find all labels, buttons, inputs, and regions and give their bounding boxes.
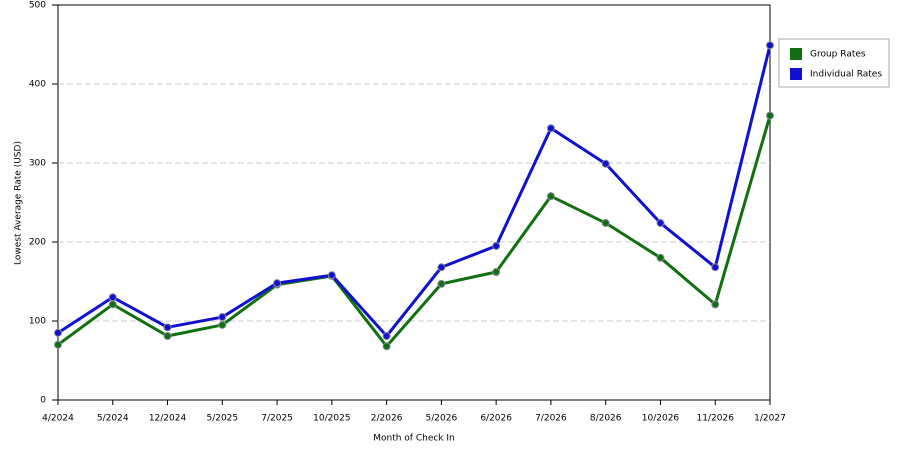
data-point [766, 41, 774, 50]
x-tick-label: 6/2026 [480, 414, 512, 424]
data-point [601, 219, 610, 228]
legend-swatch [790, 68, 802, 80]
data-point [218, 313, 227, 322]
series-line [57, 115, 772, 348]
data-point [656, 219, 665, 228]
y-tick-label: 100 [29, 317, 46, 327]
legend-swatch [790, 48, 802, 60]
data-point [546, 192, 555, 201]
x-tick-label: 10/2026 [642, 414, 680, 424]
x-tick-label: 4/2024 [42, 414, 74, 424]
y-tick-label: 500 [29, 1, 46, 11]
legend-label: Individual Rates [810, 70, 882, 80]
plot-area [57, 4, 771, 401]
data-point [108, 293, 117, 302]
x-axis-label: Month of Check In [373, 434, 455, 444]
data-point [327, 271, 336, 280]
data-point [601, 159, 610, 168]
data-point [711, 300, 720, 309]
data-point [492, 268, 501, 277]
data-point [546, 124, 555, 133]
x-tick-label: 11/2026 [697, 414, 735, 424]
data-point [766, 111, 774, 120]
data-point [163, 332, 172, 341]
data-point [437, 263, 446, 272]
data-point [108, 300, 117, 309]
y-tick-label: 300 [29, 159, 46, 169]
data-point [711, 263, 720, 272]
data-point [163, 323, 172, 332]
data-point [437, 279, 446, 288]
x-tick-label: 5/2024 [97, 414, 129, 424]
x-tick-label: 7/2025 [261, 414, 293, 424]
data-point [382, 332, 391, 341]
x-tick-label: 2/2026 [371, 414, 403, 424]
x-tick-label: 10/2025 [313, 414, 350, 424]
x-tick-label: 7/2026 [535, 414, 567, 424]
x-tick-label: 12/2024 [149, 414, 187, 424]
y-tick-label: 0 [40, 396, 46, 406]
legend-label: Group Rates [810, 50, 866, 60]
data-point [382, 342, 391, 351]
x-tick-label: 8/2026 [590, 414, 622, 424]
y-tick-label: 200 [29, 238, 46, 248]
data-point [492, 241, 501, 250]
x-tick-label: 1/2027 [754, 414, 786, 424]
x-tick-label: 5/2026 [426, 414, 458, 424]
data-point [656, 253, 665, 262]
data-point [54, 340, 62, 349]
data-point [218, 320, 227, 329]
y-tick-label: 400 [29, 80, 46, 90]
data-point [54, 328, 62, 337]
series-line [57, 44, 772, 338]
x-tick-label: 5/2025 [206, 414, 238, 424]
data-point [273, 279, 282, 288]
y-axis-label: Lowest Average Rate (USD) [14, 141, 24, 265]
